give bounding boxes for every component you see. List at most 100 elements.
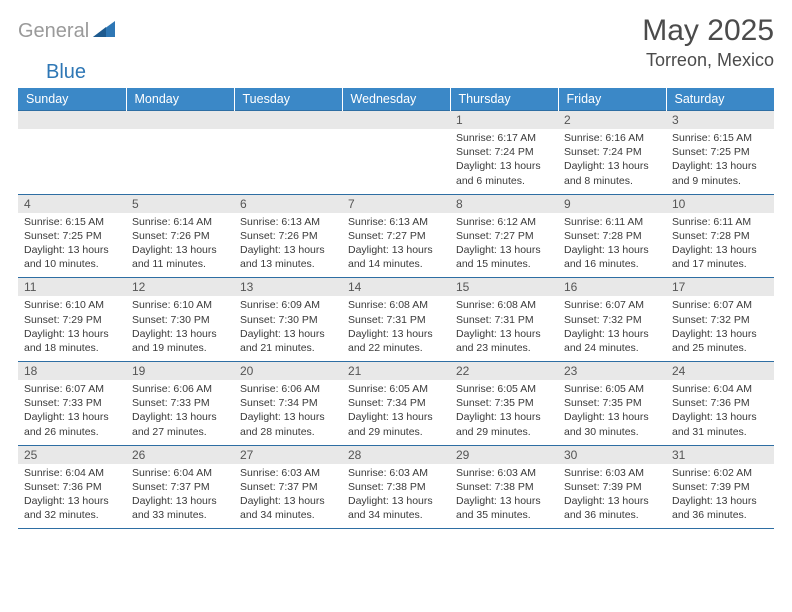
day-number: 10 [666, 195, 774, 213]
day-info: Sunrise: 6:14 AMSunset: 7:26 PMDaylight:… [126, 213, 234, 278]
day-number: 21 [342, 362, 450, 380]
day-number: 27 [234, 446, 342, 464]
day-info: Sunrise: 6:06 AMSunset: 7:33 PMDaylight:… [126, 380, 234, 445]
daylight-text: Daylight: 13 hours and 34 minutes. [240, 494, 336, 522]
day-info: Sunrise: 6:11 AMSunset: 7:28 PMDaylight:… [558, 213, 666, 278]
day-info: Sunrise: 6:05 AMSunset: 7:35 PMDaylight:… [558, 380, 666, 445]
calendar-day-cell: 7Sunrise: 6:13 AMSunset: 7:27 PMDaylight… [342, 194, 450, 278]
calendar-week-row: 4Sunrise: 6:15 AMSunset: 7:25 PMDaylight… [18, 194, 774, 278]
sunset-text: Sunset: 7:33 PM [132, 396, 228, 410]
day-number: 3 [666, 111, 774, 129]
sunset-text: Sunset: 7:34 PM [240, 396, 336, 410]
calendar-week-row: 11Sunrise: 6:10 AMSunset: 7:29 PMDayligh… [18, 278, 774, 362]
day-info: Sunrise: 6:07 AMSunset: 7:33 PMDaylight:… [18, 380, 126, 445]
day-number: 8 [450, 195, 558, 213]
sunrise-text: Sunrise: 6:10 AM [132, 298, 228, 312]
calendar-day-cell: 16Sunrise: 6:07 AMSunset: 7:32 PMDayligh… [558, 278, 666, 362]
sunrise-text: Sunrise: 6:14 AM [132, 215, 228, 229]
sunrise-text: Sunrise: 6:12 AM [456, 215, 552, 229]
brand-word-blue: Blue [46, 61, 86, 84]
daylight-text: Daylight: 13 hours and 9 minutes. [672, 159, 768, 187]
day-number: 2 [558, 111, 666, 129]
day-info: Sunrise: 6:02 AMSunset: 7:39 PMDaylight:… [666, 464, 774, 529]
sunset-text: Sunset: 7:31 PM [456, 313, 552, 327]
sunrise-text: Sunrise: 6:03 AM [348, 466, 444, 480]
day-number: 28 [342, 446, 450, 464]
calendar-day-cell: 26Sunrise: 6:04 AMSunset: 7:37 PMDayligh… [126, 445, 234, 529]
sunset-text: Sunset: 7:28 PM [564, 229, 660, 243]
day-info: Sunrise: 6:13 AMSunset: 7:27 PMDaylight:… [342, 213, 450, 278]
day-number: 1 [450, 111, 558, 129]
sunrise-text: Sunrise: 6:11 AM [564, 215, 660, 229]
day-number: 23 [558, 362, 666, 380]
calendar-day-cell: 17Sunrise: 6:07 AMSunset: 7:32 PMDayligh… [666, 278, 774, 362]
daylight-text: Daylight: 13 hours and 34 minutes. [348, 494, 444, 522]
day-info: Sunrise: 6:04 AMSunset: 7:36 PMDaylight:… [666, 380, 774, 445]
day-info: Sunrise: 6:03 AMSunset: 7:39 PMDaylight:… [558, 464, 666, 529]
sunset-text: Sunset: 7:30 PM [240, 313, 336, 327]
weekday-header: Friday [558, 88, 666, 111]
sunrise-text: Sunrise: 6:11 AM [672, 215, 768, 229]
sunset-text: Sunset: 7:26 PM [240, 229, 336, 243]
day-info: Sunrise: 6:10 AMSunset: 7:30 PMDaylight:… [126, 296, 234, 361]
calendar-week-row: 18Sunrise: 6:07 AMSunset: 7:33 PMDayligh… [18, 362, 774, 446]
day-number: 31 [666, 446, 774, 464]
sunrise-text: Sunrise: 6:15 AM [672, 131, 768, 145]
calendar-table: Sunday Monday Tuesday Wednesday Thursday… [18, 88, 774, 529]
daylight-text: Daylight: 13 hours and 15 minutes. [456, 243, 552, 271]
sunset-text: Sunset: 7:26 PM [132, 229, 228, 243]
daylight-text: Daylight: 13 hours and 32 minutes. [24, 494, 120, 522]
weekday-header: Monday [126, 88, 234, 111]
sunset-text: Sunset: 7:36 PM [672, 396, 768, 410]
calendar-day-cell: 15Sunrise: 6:08 AMSunset: 7:31 PMDayligh… [450, 278, 558, 362]
day-info: Sunrise: 6:07 AMSunset: 7:32 PMDaylight:… [666, 296, 774, 361]
day-number: 29 [450, 446, 558, 464]
location-label: Torreon, Mexico [642, 50, 774, 71]
daylight-text: Daylight: 13 hours and 17 minutes. [672, 243, 768, 271]
day-info: Sunrise: 6:07 AMSunset: 7:32 PMDaylight:… [558, 296, 666, 361]
day-info: Sunrise: 6:08 AMSunset: 7:31 PMDaylight:… [450, 296, 558, 361]
brand-logo: General [18, 14, 117, 43]
day-number: 15 [450, 278, 558, 296]
sunset-text: Sunset: 7:29 PM [24, 313, 120, 327]
calendar-day-cell: 9Sunrise: 6:11 AMSunset: 7:28 PMDaylight… [558, 194, 666, 278]
daylight-text: Daylight: 13 hours and 18 minutes. [24, 327, 120, 355]
day-number: 6 [234, 195, 342, 213]
daylight-text: Daylight: 13 hours and 22 minutes. [348, 327, 444, 355]
daylight-text: Daylight: 13 hours and 8 minutes. [564, 159, 660, 187]
daylight-text: Daylight: 13 hours and 24 minutes. [564, 327, 660, 355]
day-number: 30 [558, 446, 666, 464]
day-number: 7 [342, 195, 450, 213]
weekday-header: Tuesday [234, 88, 342, 111]
day-number: 22 [450, 362, 558, 380]
sunrise-text: Sunrise: 6:09 AM [240, 298, 336, 312]
day-number [18, 111, 126, 129]
sunset-text: Sunset: 7:30 PM [132, 313, 228, 327]
sunrise-text: Sunrise: 6:02 AM [672, 466, 768, 480]
sunrise-text: Sunrise: 6:04 AM [672, 382, 768, 396]
daylight-text: Daylight: 13 hours and 36 minutes. [564, 494, 660, 522]
weekday-header-row: Sunday Monday Tuesday Wednesday Thursday… [18, 88, 774, 111]
day-number: 5 [126, 195, 234, 213]
day-info: Sunrise: 6:06 AMSunset: 7:34 PMDaylight:… [234, 380, 342, 445]
day-number [234, 111, 342, 129]
day-number: 16 [558, 278, 666, 296]
calendar-day-cell: 31Sunrise: 6:02 AMSunset: 7:39 PMDayligh… [666, 445, 774, 529]
day-number: 24 [666, 362, 774, 380]
day-number: 17 [666, 278, 774, 296]
triangle-icon [93, 21, 115, 42]
sunset-text: Sunset: 7:25 PM [24, 229, 120, 243]
day-info: Sunrise: 6:10 AMSunset: 7:29 PMDaylight:… [18, 296, 126, 361]
calendar-day-cell [18, 111, 126, 195]
day-number: 19 [126, 362, 234, 380]
day-info: Sunrise: 6:12 AMSunset: 7:27 PMDaylight:… [450, 213, 558, 278]
daylight-text: Daylight: 13 hours and 35 minutes. [456, 494, 552, 522]
calendar-day-cell: 18Sunrise: 6:07 AMSunset: 7:33 PMDayligh… [18, 362, 126, 446]
calendar-day-cell [342, 111, 450, 195]
weekday-header: Wednesday [342, 88, 450, 111]
sunrise-text: Sunrise: 6:17 AM [456, 131, 552, 145]
sunrise-text: Sunrise: 6:03 AM [564, 466, 660, 480]
sunrise-text: Sunrise: 6:04 AM [132, 466, 228, 480]
sunrise-text: Sunrise: 6:07 AM [564, 298, 660, 312]
day-info: Sunrise: 6:04 AMSunset: 7:37 PMDaylight:… [126, 464, 234, 529]
